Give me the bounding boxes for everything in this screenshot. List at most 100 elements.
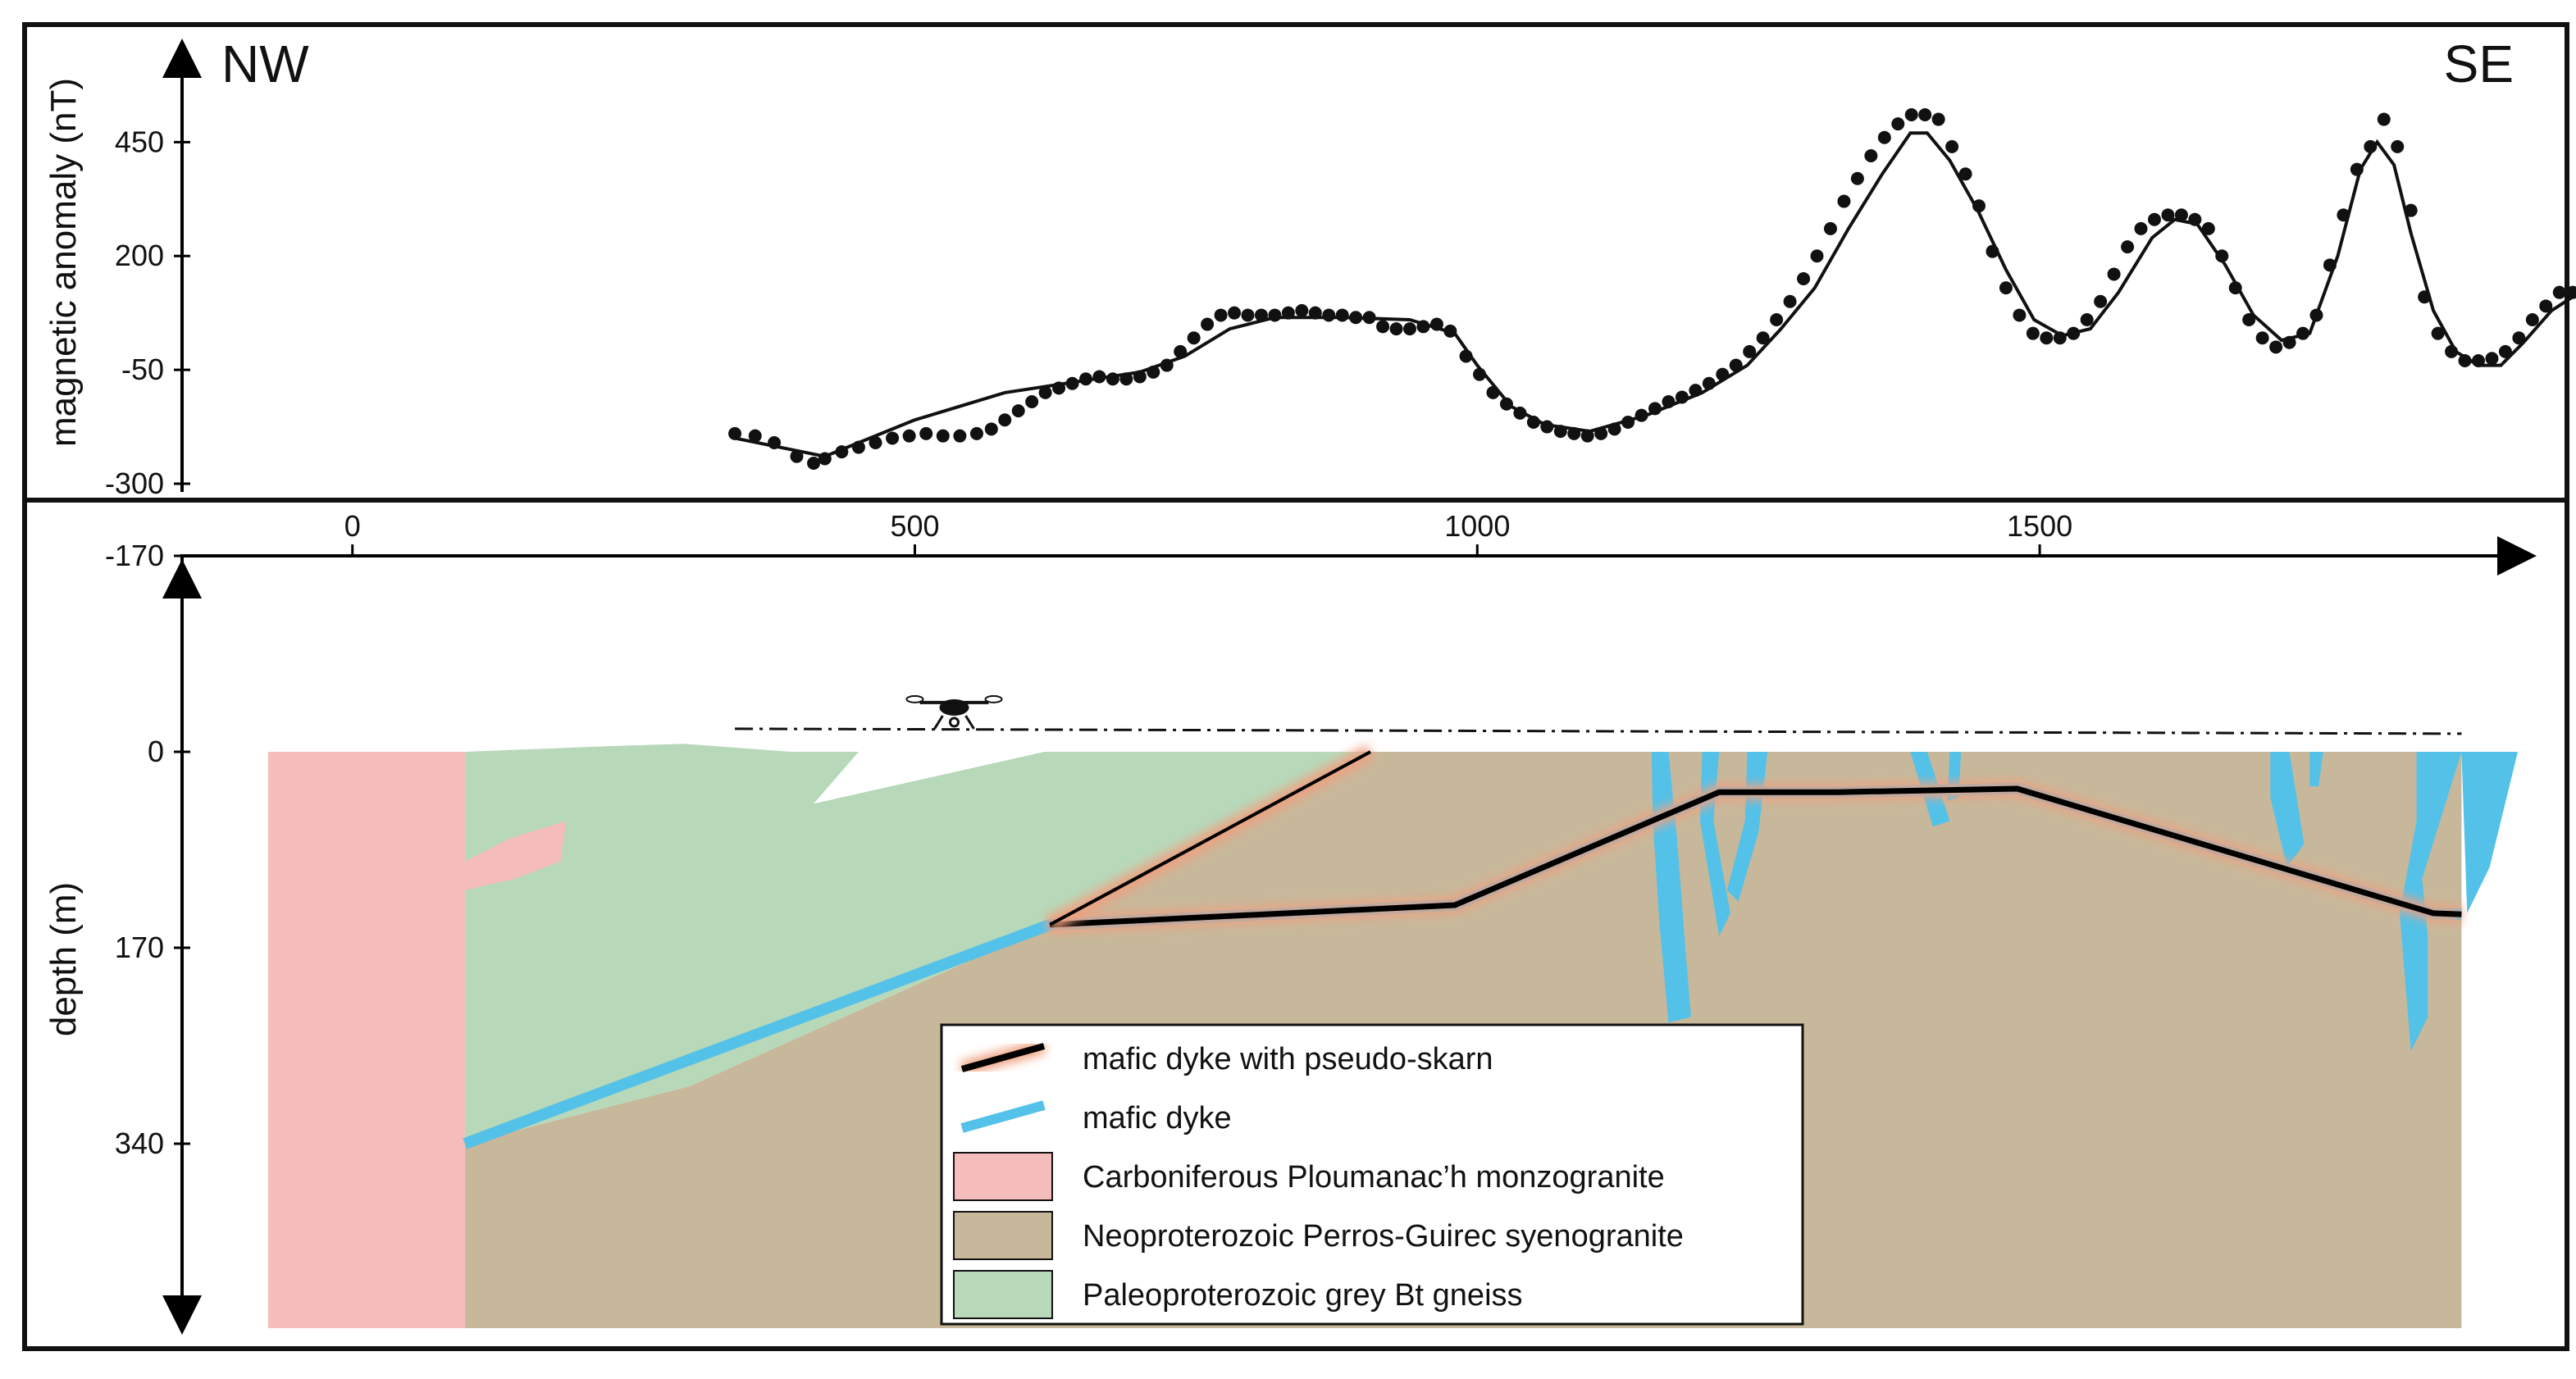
- anomaly-point: [1931, 112, 1945, 126]
- anomaly-point: [984, 422, 998, 436]
- anomaly-point: [1810, 249, 1824, 263]
- anomaly-point: [2512, 331, 2526, 345]
- distance-tick-label: 1500: [2007, 509, 2072, 543]
- anomaly-point: [2121, 240, 2135, 254]
- anomaly-point: [886, 431, 900, 445]
- anomaly-point: [1322, 308, 1336, 322]
- anomaly-point: [1403, 322, 1417, 336]
- distance-tick-label: 0: [344, 509, 361, 543]
- anomaly-point: [1823, 221, 1837, 235]
- anomaly-point: [1770, 313, 1784, 326]
- anomaly-point: [2147, 212, 2161, 226]
- legend-swatch-line: [960, 1043, 1046, 1072]
- anomaly-point: [2498, 344, 2512, 358]
- anomaly-point: [790, 449, 804, 463]
- top-ytick-label: 200: [115, 239, 164, 272]
- mafic-dyke-vein: [2461, 752, 2518, 913]
- pseudo-skarn-line: [1049, 785, 2462, 928]
- top-ylabel: magnetic anomaly (nT): [43, 78, 84, 447]
- anomaly-point: [1918, 108, 1932, 121]
- depth-tick-label: -170: [105, 539, 164, 572]
- legend-label: mafic dyke with pseudo-skarn: [1083, 1042, 1493, 1076]
- anomaly-point: [1038, 385, 1052, 399]
- anomaly-point: [2040, 331, 2054, 345]
- anomaly-point: [2242, 313, 2256, 326]
- anomaly-point: [998, 413, 1012, 427]
- bottom-panel-frame: [22, 498, 2569, 1351]
- anomaly-point: [2525, 313, 2539, 326]
- anomaly-point: [1797, 272, 1811, 285]
- anomaly-point: [1376, 320, 1390, 334]
- legend: mafic dyke with pseudo-skarn mafic dyke Ca…: [940, 1023, 1804, 1326]
- distance-tick-label: 500: [890, 509, 939, 543]
- anomaly-point: [2161, 208, 2175, 222]
- anomaly-point: [728, 426, 742, 440]
- anomaly-point: [1201, 317, 1215, 331]
- anomaly-point: [2094, 294, 2108, 308]
- anomaly-point: [1743, 344, 1757, 358]
- mafic-dyke-vein: [2400, 752, 2462, 1052]
- anomaly-point: [869, 436, 882, 449]
- depth-tick-label: 170: [115, 931, 164, 964]
- anomaly-point: [1850, 171, 1864, 185]
- legend-label: Paleoproterozoic grey Bt gneiss: [1083, 1278, 1523, 1313]
- anomaly-point: [2391, 139, 2405, 153]
- anomaly-point: [1891, 117, 1905, 131]
- anomaly-point: [969, 426, 983, 440]
- anomaly-point: [919, 426, 933, 440]
- anomaly-point: [902, 429, 916, 443]
- anomaly-point: [1945, 139, 1959, 153]
- flight-line: [735, 727, 2462, 735]
- mafic-dyke-vein: [2270, 752, 2305, 867]
- top-panel-frame: [22, 22, 2569, 503]
- unit-gneiss: [464, 744, 1370, 1144]
- legend-label: Carboniferous Ploumanac’h monzogranite: [1083, 1160, 1665, 1195]
- legend-label: mafic dyke: [1083, 1101, 1232, 1136]
- anomaly-point: [2201, 221, 2215, 235]
- anomaly-point: [953, 429, 967, 443]
- anomaly-point: [2539, 299, 2553, 313]
- legend-swatch-box: [953, 1211, 1053, 1260]
- anomaly-point: [2013, 308, 2027, 322]
- anomaly-point: [1837, 194, 1851, 208]
- mafic-dyke-vein: [2309, 752, 2323, 787]
- anomaly-point: [1389, 322, 1403, 336]
- pseudo-skarn-line: [1049, 750, 1371, 926]
- anomaly-point: [1241, 308, 1255, 322]
- anomaly-point: [1025, 395, 1039, 408]
- anomaly-point: [2080, 313, 2094, 326]
- anomaly-model-line: [734, 131, 2576, 458]
- depth-tick-label: 0: [148, 735, 164, 768]
- bottom-ticks: -170 0 170 340 0 500 1000 1500: [105, 509, 2537, 1335]
- anomaly-point: [1011, 404, 1025, 418]
- legend-swatch-line: [960, 1100, 1046, 1133]
- top-ytick-label: -300: [105, 466, 164, 500]
- anomaly-point: [2107, 267, 2121, 281]
- anomaly-point: [1877, 130, 1891, 144]
- anomaly-point: [807, 457, 821, 470]
- anomaly-point: [1335, 308, 1349, 322]
- legend-box: [940, 1023, 1804, 1326]
- anomaly-point: [2377, 112, 2391, 126]
- distance-tick-label: 1000: [1444, 509, 1510, 543]
- anomaly-point: [2485, 352, 2499, 366]
- anomaly-point: [1228, 306, 1242, 320]
- anomaly-point: [1214, 308, 1228, 322]
- anomaly-point: [1295, 303, 1309, 317]
- anomaly-points: [728, 108, 2576, 470]
- anomaly-point: [1756, 331, 1770, 345]
- anomaly-point: [2269, 340, 2283, 354]
- legend-swatch-box: [953, 1152, 1053, 1201]
- anomaly-point: [1187, 331, 1201, 345]
- anomaly-point: [1904, 108, 1918, 121]
- depth-tick-label: 340: [115, 1126, 164, 1160]
- top-ytick-label: -50: [121, 353, 164, 386]
- anomaly-point: [1864, 149, 1878, 162]
- unit-monzogranite: [267, 752, 567, 1328]
- anomaly-point: [2134, 221, 2148, 235]
- top-ytick-label: 450: [115, 125, 164, 158]
- anomaly-point: [2026, 326, 2040, 340]
- top-yticks: 450 200 -50 -300: [105, 39, 202, 500]
